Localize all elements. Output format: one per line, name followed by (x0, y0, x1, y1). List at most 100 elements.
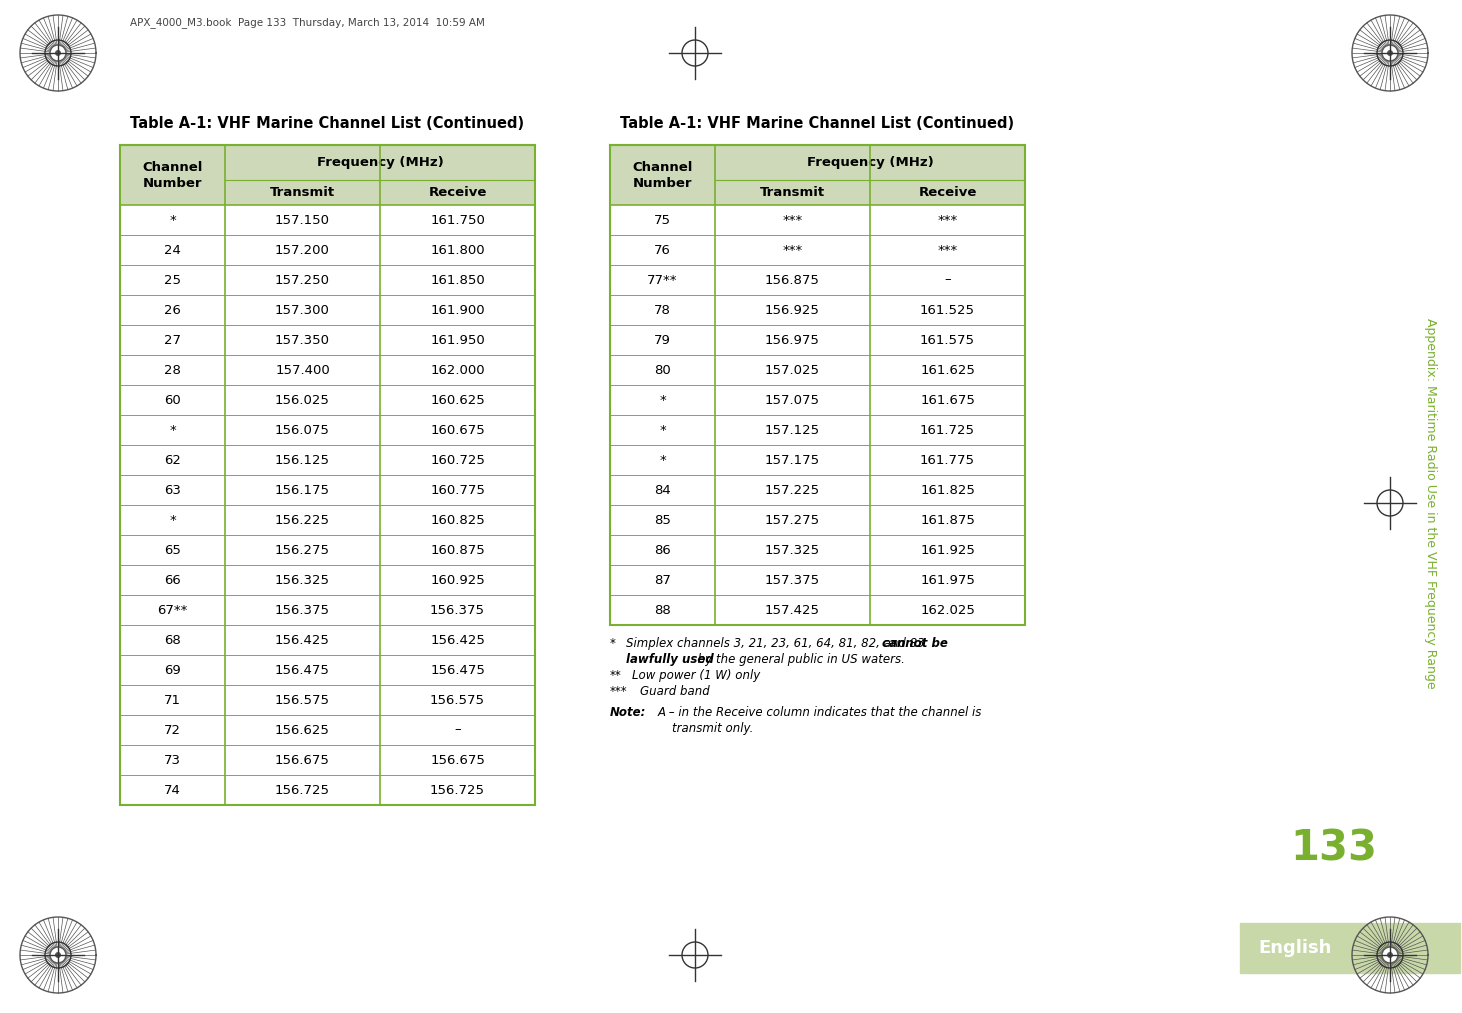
Text: 67**: 67** (158, 604, 187, 617)
Text: 156.375: 156.375 (430, 604, 485, 617)
Bar (610, 415, 1025, 445)
Text: 88: 88 (654, 604, 671, 617)
Text: 157.125: 157.125 (765, 423, 820, 437)
Text: 156.875: 156.875 (765, 274, 820, 287)
Text: Receive: Receive (918, 185, 977, 199)
Text: –: – (455, 723, 461, 736)
Text: 156.175: 156.175 (275, 483, 330, 496)
Text: transmit only.: transmit only. (673, 722, 753, 735)
Text: 157.325: 157.325 (765, 544, 820, 556)
Text: 62: 62 (164, 454, 181, 467)
Text: 156.575: 156.575 (430, 694, 485, 706)
Text: 65: 65 (164, 544, 181, 556)
Text: *: * (170, 514, 175, 527)
Bar (120, 415, 535, 445)
Text: by the general public in US waters.: by the general public in US waters. (694, 653, 905, 666)
Bar (610, 595, 1025, 625)
Text: 161.625: 161.625 (920, 364, 975, 377)
Text: 133: 133 (1289, 827, 1377, 869)
Bar (120, 715, 535, 745)
Text: ***: *** (782, 243, 803, 256)
Text: 87: 87 (654, 573, 671, 587)
Text: 156.225: 156.225 (275, 514, 330, 527)
Bar (120, 565, 535, 595)
Text: 74: 74 (164, 783, 181, 796)
Bar (610, 505, 1025, 535)
Bar (610, 295, 1025, 325)
Text: Table A-1: VHF Marine Channel List (Continued): Table A-1: VHF Marine Channel List (Cont… (620, 116, 1015, 131)
Text: cannot be: cannot be (882, 637, 947, 650)
Bar (610, 535, 1025, 565)
Bar (120, 145, 535, 205)
Bar (120, 325, 535, 355)
Text: 157.375: 157.375 (765, 573, 820, 587)
Text: Low power (1 W) only: Low power (1 W) only (632, 669, 760, 682)
Text: *: * (170, 423, 175, 437)
Text: 63: 63 (164, 483, 181, 496)
Text: 24: 24 (164, 243, 181, 256)
Bar (610, 265, 1025, 295)
Text: 156.725: 156.725 (430, 783, 485, 796)
Bar (120, 775, 535, 805)
Text: 156.975: 156.975 (765, 333, 820, 346)
Bar (610, 145, 1025, 625)
Bar (120, 745, 535, 775)
Text: 156.475: 156.475 (275, 664, 330, 677)
Text: 156.675: 156.675 (430, 754, 485, 767)
Text: 73: 73 (164, 754, 181, 767)
Bar (610, 385, 1025, 415)
Text: Note:: Note: (610, 706, 646, 719)
Text: 28: 28 (164, 364, 181, 377)
Text: *: * (170, 214, 175, 227)
Text: 156.625: 156.625 (275, 723, 330, 736)
Text: English: English (1257, 939, 1332, 957)
Bar (610, 205, 1025, 235)
Text: 157.150: 157.150 (275, 214, 330, 227)
Text: Transmit: Transmit (270, 185, 335, 199)
Text: 161.575: 161.575 (920, 333, 975, 346)
Text: Appendix: Maritime Radio Use in the VHF Frequency Range: Appendix: Maritime Radio Use in the VHF … (1424, 318, 1437, 688)
Text: 161.900: 161.900 (430, 304, 485, 316)
Text: Channel
Number: Channel Number (632, 160, 693, 189)
Text: 157.300: 157.300 (275, 304, 330, 316)
Text: 161.750: 161.750 (430, 214, 485, 227)
Text: 162.000: 162.000 (430, 364, 485, 377)
Bar (610, 145, 1025, 205)
Text: ***: *** (610, 685, 627, 698)
Text: *: * (659, 454, 665, 467)
Text: *: * (659, 393, 665, 406)
Text: lawfully used: lawfully used (626, 653, 713, 666)
Text: 156.325: 156.325 (275, 573, 330, 587)
Text: 68: 68 (164, 633, 181, 646)
Text: 27: 27 (164, 333, 181, 346)
Text: 161.925: 161.925 (920, 544, 975, 556)
Text: 156.725: 156.725 (275, 783, 330, 796)
Circle shape (1382, 45, 1398, 61)
Text: 79: 79 (654, 333, 671, 346)
Text: A – in the Receive column indicates that the channel is: A – in the Receive column indicates that… (658, 706, 982, 719)
Text: 157.350: 157.350 (275, 333, 330, 346)
Bar (1240, 923, 1461, 973)
Bar (120, 655, 535, 685)
Bar (120, 625, 535, 655)
Text: 161.675: 161.675 (920, 393, 975, 406)
Text: 85: 85 (654, 514, 671, 527)
Text: 156.925: 156.925 (765, 304, 820, 316)
Bar (610, 355, 1025, 385)
Text: 160.675: 160.675 (430, 423, 485, 437)
Text: 84: 84 (654, 483, 671, 496)
Text: 156.425: 156.425 (275, 633, 330, 646)
Text: *: * (610, 637, 616, 650)
Circle shape (56, 50, 61, 56)
Text: 157.275: 157.275 (765, 514, 820, 527)
Text: 157.175: 157.175 (765, 454, 820, 467)
Text: Frequency (MHz): Frequency (MHz) (807, 156, 933, 169)
Circle shape (1382, 947, 1398, 963)
Bar (610, 445, 1025, 475)
Text: ***: *** (937, 243, 958, 256)
Text: 157.225: 157.225 (765, 483, 820, 496)
Text: 157.075: 157.075 (765, 393, 820, 406)
Text: 156.025: 156.025 (275, 393, 330, 406)
Text: 160.625: 160.625 (430, 393, 485, 406)
Bar (120, 445, 535, 475)
